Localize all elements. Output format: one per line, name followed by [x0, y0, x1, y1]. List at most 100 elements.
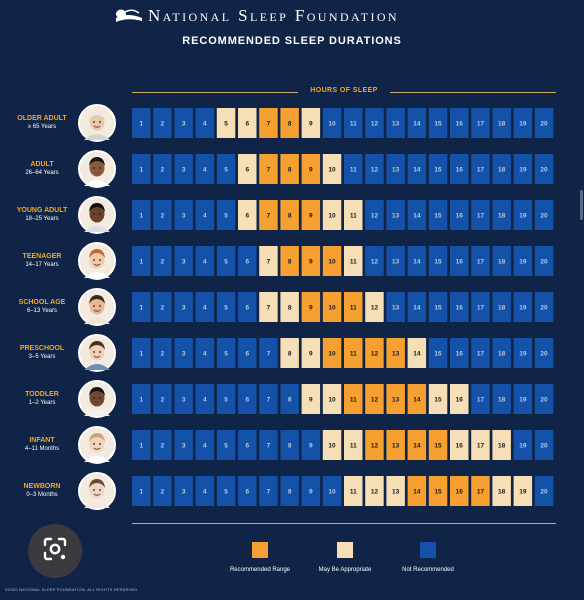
cell-hour-label: 2 — [161, 442, 165, 449]
cell-may-be-appropriate — [301, 384, 321, 414]
cell-not-recommended — [513, 384, 533, 414]
cell-hour-label: 12 — [371, 212, 379, 219]
cell-not-recommended — [513, 200, 533, 230]
cell-not-recommended — [407, 246, 427, 276]
cell-not-recommended — [471, 338, 490, 368]
cell-hour-label: 5 — [224, 304, 228, 311]
cell-not-recommended — [153, 108, 172, 138]
cell-hour-label: 5 — [224, 442, 228, 449]
cell-hour-label: 6 — [245, 120, 249, 127]
group-name: NEWBORN — [23, 483, 61, 490]
cell-not-recommended — [492, 384, 511, 414]
cell-not-recommended — [428, 292, 448, 322]
cell-recommended — [365, 430, 384, 460]
cell-not-recommended — [513, 108, 533, 138]
cell-hour-label: 3 — [182, 166, 186, 173]
cell-hour-label: 13 — [392, 120, 400, 127]
cell-not-recommended — [471, 200, 490, 230]
cell-not-recommended — [174, 338, 193, 368]
cell-hour-label: 15 — [434, 166, 442, 173]
cell-not-recommended — [407, 108, 427, 138]
cell-hour-label: 9 — [309, 396, 313, 403]
cell-not-recommended — [153, 338, 172, 368]
group-name: YOUNG ADULT — [16, 207, 68, 214]
cell-hour-label: 13 — [392, 442, 400, 449]
cell-not-recommended — [407, 200, 427, 230]
cell-not-recommended — [407, 292, 427, 322]
cell-not-recommended — [492, 338, 511, 368]
group-name: TODDLER — [25, 391, 59, 398]
cell-recommended — [428, 430, 448, 460]
cell-recommended — [344, 338, 363, 368]
cell-not-recommended — [513, 338, 533, 368]
cell-hour-label: 1 — [139, 166, 143, 173]
cell-may-be-appropriate — [386, 476, 405, 506]
cell-hour-label: 16 — [456, 396, 464, 403]
cell-hour-label: 15 — [434, 212, 442, 219]
cell-hour-label: 14 — [413, 304, 421, 311]
cell-recommended — [301, 292, 321, 322]
cell-not-recommended — [428, 154, 448, 184]
young-adult-portrait-icon — [78, 196, 116, 234]
legend-label-not-recommended: Not Recommended — [402, 567, 454, 573]
legend-swatch-recommended — [252, 542, 268, 558]
group-age-range: 14–17 Years — [25, 262, 59, 268]
cell-not-recommended — [534, 476, 554, 506]
cell-recommended — [301, 246, 321, 276]
cell-not-recommended — [174, 476, 193, 506]
cell-recommended — [428, 476, 448, 506]
cell-not-recommended — [534, 384, 554, 414]
google-lens-button[interactable] — [28, 524, 82, 578]
cell-may-be-appropriate — [322, 154, 342, 184]
cell-not-recommended — [322, 108, 342, 138]
cell-not-recommended — [513, 292, 533, 322]
group-label: PRESCHOOL 3–5 Years — [2, 344, 82, 361]
cell-hour-label: 19 — [519, 350, 527, 357]
cell-hour-label: 6 — [245, 396, 249, 403]
group-name: OLDER ADULT — [17, 115, 67, 122]
scrollbar-thumb[interactable] — [580, 190, 583, 220]
cell-not-recommended — [259, 430, 278, 460]
cell-not-recommended — [534, 200, 554, 230]
cell-not-recommended — [407, 154, 427, 184]
cell-not-recommended — [132, 200, 151, 230]
cell-recommended — [386, 384, 405, 414]
cell-may-be-appropriate — [450, 384, 469, 414]
cell-hour-label: 16 — [456, 350, 464, 357]
cell-not-recommended — [132, 338, 151, 368]
cell-hour-label: 16 — [456, 166, 464, 173]
legend-may-be-appropriate: May Be Appropriate — [290, 542, 400, 573]
cell-recommended — [259, 108, 278, 138]
cell-not-recommended — [153, 430, 172, 460]
group-age-range: 3–5 Years — [28, 354, 56, 360]
cell-not-recommended — [174, 200, 193, 230]
cell-not-recommended — [471, 246, 490, 276]
cell-may-be-appropriate — [280, 338, 299, 368]
cell-hour-label: 18 — [498, 258, 506, 265]
cell-hour-label: 20 — [540, 304, 548, 311]
cell-hour-label: 4 — [203, 304, 207, 311]
cell-recommended — [365, 384, 384, 414]
cell-not-recommended — [132, 154, 151, 184]
cell-hour-label: 15 — [434, 120, 442, 127]
cell-hour-label: 16 — [456, 212, 464, 219]
cell-hour-label: 8 — [288, 442, 292, 449]
cell-not-recommended — [195, 476, 215, 506]
cell-hour-label: 13 — [392, 166, 400, 173]
group-label: NEWBORN 0–3 Months — [2, 482, 82, 499]
cell-hour-label: 19 — [519, 488, 527, 495]
cell-hour-label: 17 — [477, 212, 485, 219]
cell-hour-label: 4 — [203, 488, 207, 495]
cell-hour-label: 1 — [139, 442, 143, 449]
cell-hour-label: 7 — [267, 212, 271, 219]
cell-hour-label: 19 — [519, 258, 527, 265]
cell-not-recommended — [450, 338, 469, 368]
cell-hour-label: 12 — [371, 304, 379, 311]
cell-recommended — [280, 200, 299, 230]
cell-hour-label: 15 — [434, 258, 442, 265]
cell-hour-label: 17 — [477, 442, 485, 449]
cell-hour-label: 11 — [350, 304, 357, 311]
cell-not-recommended — [132, 292, 151, 322]
cell-may-be-appropriate — [301, 338, 321, 368]
cell-may-be-appropriate — [344, 476, 363, 506]
